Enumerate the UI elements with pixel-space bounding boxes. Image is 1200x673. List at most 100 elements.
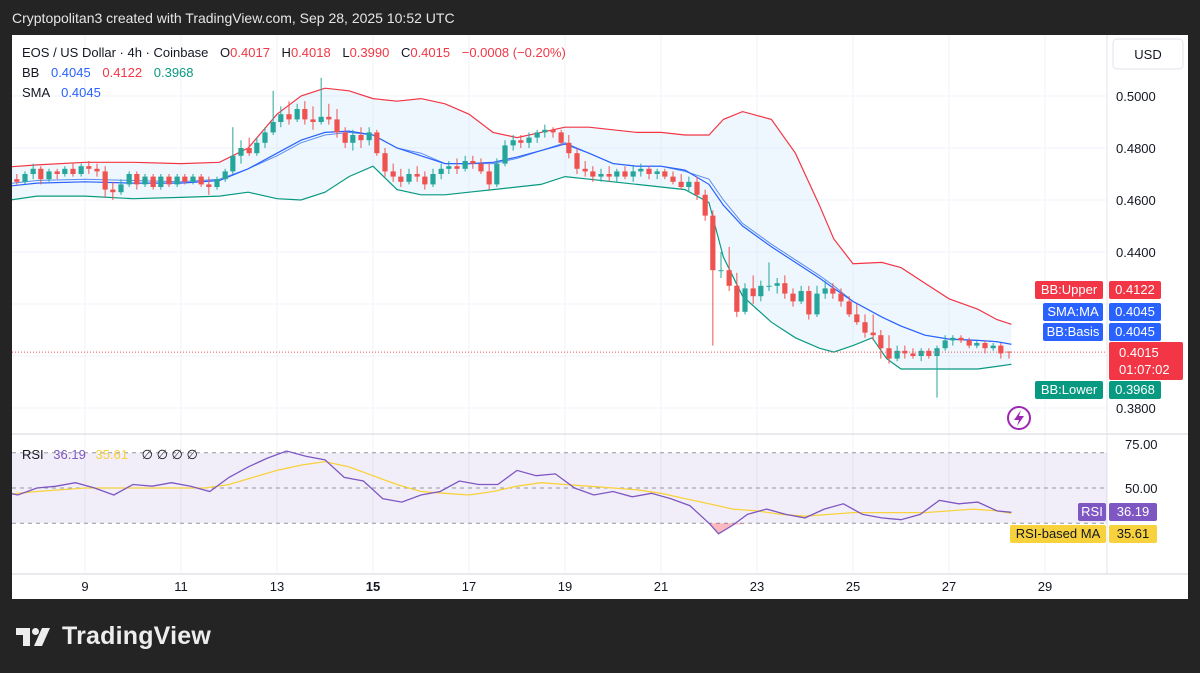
candle-body (366, 132, 372, 141)
candle-body (582, 168, 588, 172)
candle-body (774, 283, 780, 286)
open-label: O (220, 45, 230, 60)
candle-body (206, 184, 212, 187)
candles[interactable] (0, 77, 1012, 398)
candle-body (806, 291, 812, 315)
candle-body (638, 168, 644, 172)
svg-text:EOS / US Dollar · 4h · Coinbas: EOS / US Dollar · 4h · Coinbase O0.4017 … (22, 45, 566, 60)
candle-body (614, 171, 620, 177)
svg-text:RSI 36.19 35.6: RSI 36.19 35.61 ∅ ∅ ∅ ∅ (22, 447, 198, 462)
rsi-ma-tag-value: 35.61 (1117, 526, 1150, 541)
candle-body (926, 350, 932, 356)
candle-body (54, 171, 60, 174)
candle-body (262, 132, 268, 143)
candle-body (942, 340, 948, 349)
high-label: H (282, 45, 291, 60)
candle-body (502, 145, 508, 164)
candle-body (342, 132, 348, 143)
svg-text:SMA 0.4045: SMA 0.4045 (22, 85, 101, 100)
chart-svg[interactable]: 0.5000 0.4800 0.4600 0.4400 0.3800 75.00 50.0… (0, 35, 1188, 599)
price-axis-label: 0.4400 (1116, 245, 1156, 260)
rsi-lines (0, 450, 1012, 535)
price-axis-label: 0.3800 (1116, 401, 1156, 416)
candle-body (750, 288, 756, 297)
candle-body (598, 174, 604, 177)
candle-body (990, 345, 996, 349)
bb-upper-legend-value: 0.4122 (102, 65, 142, 80)
rsi-tag-label: RSI (1081, 504, 1103, 519)
candle-body (646, 168, 652, 174)
candle-body (246, 148, 252, 154)
candle-body (542, 129, 548, 133)
candle-body (534, 132, 540, 138)
bb-lower-tag-value: 0.3968 (1115, 382, 1155, 397)
candle-body (950, 337, 956, 341)
candle-body (30, 168, 36, 174)
candle-body (966, 340, 972, 346)
bb-lower-tag: BB:Lower 0.3968 (1035, 381, 1161, 399)
price-axis[interactable]: 0.5000 0.4800 0.4600 0.4400 0.3800 (1116, 89, 1156, 416)
candle-body (62, 168, 68, 174)
candle-body (510, 140, 516, 146)
candle-body (286, 114, 292, 120)
rsi-oversold-fill (704, 523, 748, 534)
rsi-axis-label: 75.00 (1125, 437, 1158, 452)
candle-body (798, 291, 804, 302)
candle-body (590, 171, 596, 177)
bb-lower-line (0, 165, 1012, 370)
rsi-ma-legend-value: 35.61 (95, 447, 128, 462)
candle-body (438, 168, 444, 174)
symbol-title[interactable]: EOS / US Dollar · 4h · Coinbase (22, 45, 208, 60)
chart-legend[interactable]: EOS / US Dollar · 4h · Coinbase O0.4017 … (22, 45, 566, 462)
candle-body (310, 119, 316, 122)
bb-basis-tag-value: 0.4045 (1115, 324, 1155, 339)
candle-body (862, 322, 868, 333)
tradingview-logo[interactable]: TradingView (16, 622, 211, 651)
tradingview-logo-text: TradingView (62, 622, 212, 650)
candle-body (102, 171, 108, 190)
candle-body (574, 153, 580, 169)
open-value: 0.4017 (230, 45, 270, 60)
bb-basis-tag-label: BB:Basis (1047, 324, 1100, 339)
candle-body (174, 176, 180, 185)
bb-upper-tag-label: BB:Upper (1041, 282, 1098, 297)
candle-body (238, 148, 244, 156)
chart-panel[interactable]: 0.5000 0.4800 0.4600 0.4400 0.3800 75.00 50.0… (0, 35, 1188, 599)
candle-body (222, 171, 228, 180)
candle-body (302, 109, 308, 120)
candle-body (670, 176, 676, 182)
candle-body (758, 285, 764, 297)
candle-body (406, 174, 412, 182)
bb-legend-label[interactable]: BB (22, 65, 39, 80)
candle-body (142, 176, 148, 185)
rsi-axis[interactable]: 75.00 50.00 (1125, 437, 1158, 496)
candle-body (622, 171, 628, 177)
candle-body (974, 343, 980, 346)
time-axis[interactable]: 9 11 13 15 17 19 21 23 25 27 29 (81, 579, 1052, 594)
rsi-legend-label[interactable]: RSI (22, 447, 44, 462)
candle-body (606, 174, 612, 177)
candle-body (686, 181, 692, 187)
lightning-icon[interactable] (1007, 406, 1031, 430)
sma-legend-label[interactable]: SMA (22, 85, 51, 100)
candle-body (886, 348, 892, 359)
time-axis-label: 25 (846, 579, 860, 594)
bb-lower-tag-label: BB:Lower (1041, 382, 1098, 397)
time-axis-label: 27 (942, 579, 956, 594)
candle-body (358, 135, 364, 141)
time-axis-label: 21 (654, 579, 668, 594)
bb-upper-line (0, 87, 1012, 325)
candle-body (838, 293, 844, 302)
candle-body (134, 174, 140, 185)
candle-body (270, 122, 276, 133)
candle-body (982, 343, 988, 349)
candle-body (374, 132, 380, 154)
bb-basis-tag: BB:Basis 0.4045 (1043, 323, 1161, 341)
candle-body (878, 335, 884, 349)
currency-button[interactable]: USD (1112, 38, 1184, 70)
candle-body (46, 171, 52, 180)
rsi-line (0, 450, 1012, 535)
candle-body (382, 153, 388, 172)
candle-body (326, 116, 332, 120)
candle-body (334, 119, 340, 133)
